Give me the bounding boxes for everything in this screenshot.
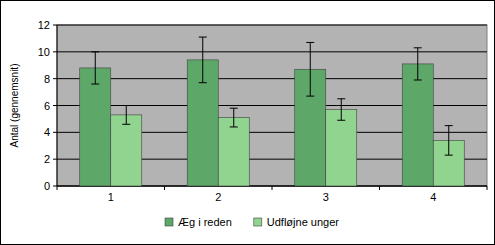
- tick-mark: [53, 25, 57, 26]
- x-tick: [487, 186, 488, 190]
- plot-area: [57, 25, 487, 186]
- y-axis: [57, 25, 58, 186]
- x-tick: [164, 186, 165, 190]
- error-cap: [230, 126, 238, 127]
- error-line: [341, 99, 342, 120]
- error-cap: [122, 105, 130, 106]
- chart-border: [1, 1, 495, 245]
- error-bar: [445, 126, 453, 156]
- bar: [326, 110, 357, 186]
- error-cap: [414, 47, 422, 48]
- error-cap: [91, 84, 99, 85]
- error-line: [417, 48, 418, 80]
- tick-mark: [53, 78, 57, 79]
- legend-label: Æg i reden: [178, 216, 232, 228]
- category-label: 2: [215, 191, 221, 203]
- marks: [80, 37, 465, 186]
- error-cap: [91, 51, 99, 52]
- error-cap: [122, 124, 130, 125]
- tick-label: 6: [44, 100, 50, 112]
- error-bar: [337, 99, 345, 120]
- error-line: [95, 52, 96, 84]
- error-cap: [199, 37, 207, 38]
- legend: Æg i reden Udfløjne unger: [165, 216, 339, 228]
- tick-label: 2: [44, 153, 50, 165]
- bar: [80, 68, 111, 186]
- error-bar: [414, 48, 422, 80]
- tick-mark: [53, 51, 57, 52]
- bar: [111, 115, 142, 186]
- tick-label: 0: [44, 180, 50, 192]
- error-line: [448, 126, 449, 156]
- legend-label: Udfløjne unger: [267, 216, 339, 228]
- error-cap: [337, 98, 345, 99]
- legend-swatch: [254, 218, 262, 226]
- tick-label: 12: [38, 19, 50, 31]
- error-bar: [199, 37, 207, 83]
- error-cap: [337, 120, 345, 121]
- error-cap: [230, 108, 238, 109]
- error-bar: [122, 106, 130, 125]
- bar: [218, 118, 249, 186]
- chart-container: 024681012Antal (gennemsnit)1234Æg i rede…: [0, 0, 495, 245]
- tick-mark: [53, 132, 57, 133]
- x-tick: [57, 186, 58, 190]
- error-line: [202, 37, 203, 83]
- grid-line: [57, 51, 487, 52]
- error-bar: [306, 42, 314, 96]
- category-label: 4: [430, 191, 436, 203]
- error-line: [126, 106, 127, 125]
- x-tick: [272, 186, 273, 190]
- tick-label: 4: [44, 126, 50, 138]
- error-cap: [306, 96, 314, 97]
- chart-svg: 024681012Antal (gennemsnit)1234Æg i rede…: [0, 0, 495, 245]
- error-line: [233, 108, 234, 127]
- error-cap: [414, 80, 422, 81]
- legend-swatch: [165, 218, 173, 226]
- error-line: [310, 42, 311, 96]
- error-bar: [91, 52, 99, 84]
- error-bar: [230, 108, 238, 127]
- error-cap: [445, 155, 453, 156]
- category-label: 1: [108, 191, 114, 203]
- tick-label: 10: [38, 46, 50, 58]
- y-axis-label: Antal (gennemsnit): [9, 64, 20, 148]
- tick-mark: [53, 159, 57, 160]
- tick-mark: [53, 186, 57, 187]
- x-tick: [379, 186, 380, 190]
- error-cap: [199, 82, 207, 83]
- tick-mark: [53, 105, 57, 106]
- grid-line: [57, 25, 487, 26]
- tick-label: 8: [44, 73, 50, 85]
- category-label: 3: [323, 191, 329, 203]
- bar: [402, 64, 433, 186]
- error-cap: [306, 42, 314, 43]
- error-cap: [445, 125, 453, 126]
